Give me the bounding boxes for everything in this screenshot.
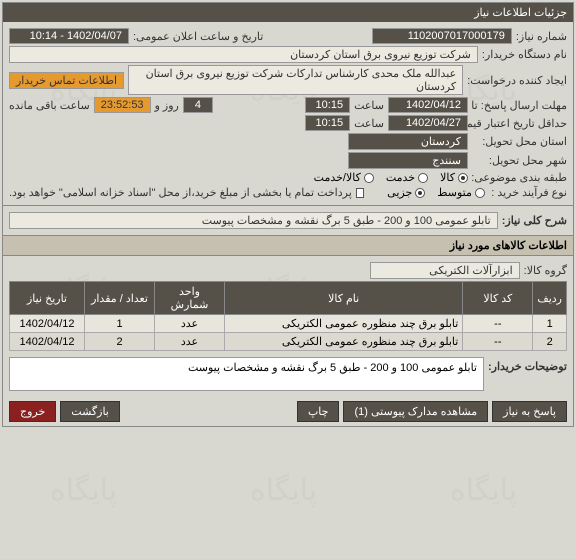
group-field: ابزارآلات الکتریکی	[370, 262, 520, 279]
type-partial-label: جزیی	[387, 186, 412, 199]
cell-qty: 2	[85, 333, 155, 351]
row-buyer: نام دستگاه خریدار: شرکت توزیع نیروی برق …	[9, 46, 567, 63]
contact-link[interactable]: اطلاعات تماس خریدار	[9, 72, 124, 89]
radio-both[interactable]	[364, 173, 374, 183]
row-category: طبقه بندی موضوعی: کالا خدمت کالا/خدمت	[9, 171, 567, 184]
payment-note: پرداخت تمام یا بخشی از مبلغ خرید،از محل …	[9, 186, 352, 199]
cell-code: --	[463, 315, 533, 333]
buyer-field: شرکت توزیع نیروی برق استان کردستان	[9, 46, 478, 63]
type-medium-item[interactable]: متوسط	[437, 186, 485, 199]
cat-goods-label: کالا	[440, 171, 455, 184]
attachments-button[interactable]: مشاهده مدارک پیوستی (1)	[343, 401, 488, 422]
goods-table: ردیف کد کالا نام کالا واحد شمارش تعداد /…	[9, 281, 567, 351]
exit-button[interactable]: خروج	[9, 401, 56, 422]
table-row[interactable]: 2--تابلو برق چند منظوره عمومی الکتریکیعد…	[10, 333, 567, 351]
row-reqno: شماره نیاز: 1102007017000179 تاریخ و ساع…	[9, 28, 567, 44]
province-field: کردستان	[348, 133, 468, 150]
time-label-2: ساعت	[354, 117, 384, 130]
cell-name: تابلو برق چند منظوره عمومی الکتریکی	[225, 333, 463, 351]
cell-qty: 1	[85, 315, 155, 333]
purchase-type-label: نوع فرآیند خرید :	[489, 186, 567, 199]
req-no-label: شماره نیاز:	[516, 30, 567, 43]
city-label: شهر محل تحویل:	[472, 154, 567, 167]
row-deadline: مهلت ارسال پاسخ: تا تاریخ: 1402/04/12 سا…	[9, 97, 567, 113]
row-credit: حداقل تاریخ اعتبار قیمت: تا تاریخ: 1402/…	[9, 115, 567, 131]
radio-goods[interactable]	[458, 173, 468, 183]
cat-service-item[interactable]: خدمت	[386, 171, 428, 184]
col-date: تاریخ نیاز	[10, 282, 85, 315]
reply-button[interactable]: پاسخ به نیاز	[492, 401, 567, 422]
days-label: روز و	[155, 99, 179, 112]
goods-body: گروه کالا: ابزارآلات الکتریکی ردیف کد کا…	[3, 256, 573, 397]
main-panel: جزئیات اطلاعات نیاز شماره نیاز: 11020070…	[2, 2, 574, 427]
print-button[interactable]: چاپ	[297, 401, 340, 422]
payment-checkbox[interactable]	[356, 188, 365, 198]
cell-code: --	[463, 333, 533, 351]
credit-label: حداقل تاریخ اعتبار قیمت: تا تاریخ:	[472, 117, 567, 130]
deadline-label: مهلت ارسال پاسخ: تا تاریخ:	[472, 99, 567, 112]
cell-name: تابلو برق چند منظوره عمومی الکتریکی	[225, 315, 463, 333]
credit-time: 10:15	[305, 115, 350, 131]
col-code: کد کالا	[463, 282, 533, 315]
col-row: ردیف	[533, 282, 567, 315]
row-province: استان محل تحویل: کردستان	[9, 133, 567, 150]
cell-row: 2	[533, 333, 567, 351]
creator-label: ایجاد کننده درخواست:	[467, 74, 567, 87]
cat-both-label: کالا/خدمت	[314, 171, 361, 184]
row-purchase-type: نوع فرآیند خرید : متوسط جزیی پرداخت تمام…	[9, 186, 567, 199]
back-button[interactable]: بازگشت	[60, 401, 120, 422]
desc-label: شرح کلی نیاز:	[502, 214, 567, 227]
credit-date: 1402/04/27	[388, 115, 468, 131]
type-medium-label: متوسط	[437, 186, 472, 199]
desc-section: شرح کلی نیاز: تابلو عمومی 100 و 200 - طب…	[3, 205, 573, 235]
cat-service-label: خدمت	[386, 171, 415, 184]
cell-unit: عدد	[155, 333, 225, 351]
cell-date: 1402/04/12	[10, 333, 85, 351]
type-group: متوسط جزیی	[387, 186, 485, 199]
deadline-date: 1402/04/12	[388, 97, 468, 113]
type-partial-item[interactable]: جزیی	[387, 186, 425, 199]
announce-field: 1402/04/07 - 10:14	[9, 28, 129, 44]
cat-both-item[interactable]: کالا/خدمت	[314, 171, 374, 184]
info-body: شماره نیاز: 1102007017000179 تاریخ و ساع…	[3, 22, 573, 205]
notes-field: تابلو عمومی 100 و 200 - طبق 5 برگ نقشه و…	[9, 357, 484, 391]
req-no-field: 1102007017000179	[372, 28, 512, 44]
announce-label: تاریخ و ساعت اعلان عمومی:	[133, 30, 263, 43]
buyer-label: نام دستگاه خریدار:	[482, 48, 567, 61]
table-row[interactable]: 1--تابلو برق چند منظوره عمومی الکتریکیعد…	[10, 315, 567, 333]
radio-service[interactable]	[418, 173, 428, 183]
province-label: استان محل تحویل:	[472, 135, 567, 148]
category-group: کالا خدمت کالا/خدمت	[314, 171, 468, 184]
radio-partial[interactable]	[415, 188, 425, 198]
cell-date: 1402/04/12	[10, 315, 85, 333]
col-name: نام کالا	[225, 282, 463, 315]
panel-title: جزئیات اطلاعات نیاز	[3, 3, 573, 22]
cell-row: 1	[533, 315, 567, 333]
notes-label: توضیحات خریدار:	[488, 357, 567, 373]
goods-section-title: اطلاعات کالاهای مورد نیاز	[3, 235, 573, 256]
footer: پاسخ به نیاز مشاهده مدارک پیوستی (1) چاپ…	[3, 397, 573, 426]
days-field: 4	[183, 97, 213, 113]
remaining-field: 23:52:53	[94, 97, 151, 113]
radio-medium[interactable]	[475, 188, 485, 198]
creator-field: عبدالله ملک محدی کارشناس تدارکات شرکت تو…	[128, 65, 463, 95]
deadline-time: 10:15	[305, 97, 350, 113]
time-label-1: ساعت	[354, 99, 384, 112]
cell-unit: عدد	[155, 315, 225, 333]
category-label: طبقه بندی موضوعی:	[472, 171, 567, 184]
row-creator: ایجاد کننده درخواست: عبدالله ملک محدی کا…	[9, 65, 567, 95]
cat-goods-item[interactable]: کالا	[440, 171, 468, 184]
row-city: شهر محل تحویل: سنندج	[9, 152, 567, 169]
city-field: سنندج	[348, 152, 468, 169]
desc-field: تابلو عمومی 100 و 200 - طبق 5 برگ نقشه و…	[9, 212, 498, 229]
col-unit: واحد شمارش	[155, 282, 225, 315]
group-label: گروه کالا:	[524, 264, 567, 277]
col-qty: تعداد / مقدار	[85, 282, 155, 315]
remaining-label: ساعت باقی مانده	[9, 99, 90, 112]
